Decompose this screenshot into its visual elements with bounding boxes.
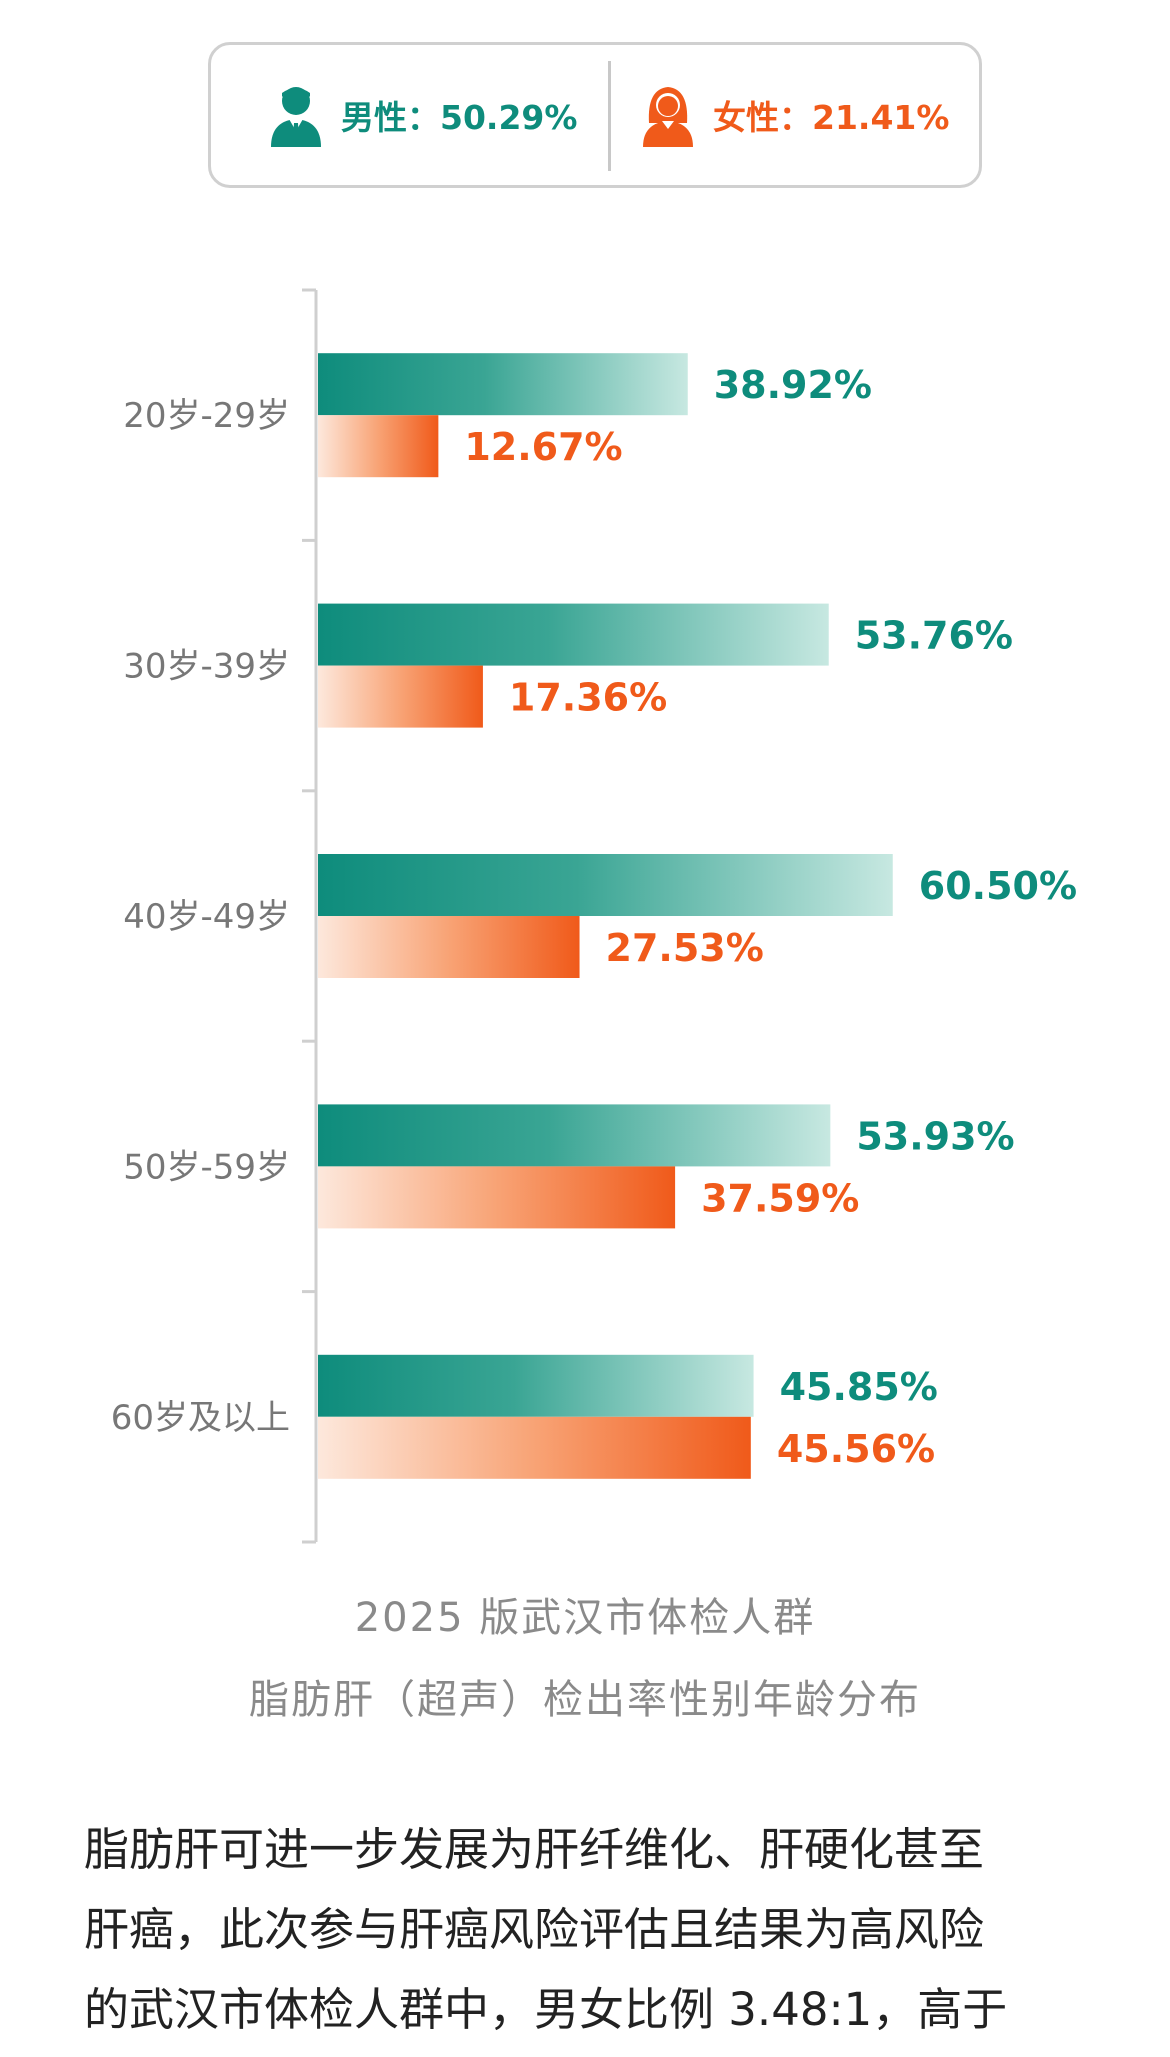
female-value-label: 17.36% (509, 676, 667, 720)
chart-title: 2025 版武汉市体检人群 (354, 1595, 816, 1641)
category-label: 30岁-39岁 (123, 647, 290, 687)
paragraph-line: 的武汉市体检人群中，男女比例 3.48:1，高于 (84, 1983, 1008, 2036)
male-value-label: 60.50% (919, 864, 1077, 908)
legend-box: 男性：50.29% 女性：21.41% (208, 42, 982, 188)
chart-subtitle: 脂肪肝（超声）检出率性别年龄分布 (249, 1677, 921, 1723)
male-value-label: 38.92% (714, 363, 872, 407)
female-value-label: 45.56% (777, 1427, 935, 1471)
legend-female: 女性：21.41% (641, 45, 949, 185)
legend-male-label: 男性：50.29% (341, 98, 578, 137)
female-bar (318, 1416, 751, 1479)
category-label: 40岁-49岁 (123, 897, 290, 937)
male-bar (318, 1104, 831, 1167)
female-bar (318, 916, 580, 978)
female-value-label: 27.53% (606, 926, 764, 970)
male-bar (318, 854, 893, 916)
male-bar (318, 1354, 754, 1417)
male-value-label: 53.76% (855, 614, 1013, 658)
legend-divider (608, 61, 611, 171)
bar-chart: 20岁-29岁 38.92% 12.67% 30岁-39岁 53.76% 17.36% 40… (111, 288, 1077, 1544)
female-bar (318, 665, 483, 728)
category-label: 20岁-29岁 (123, 396, 290, 436)
legend-female-label: 女性：21.41% (713, 98, 950, 137)
paragraph-line: 脂肪肝可进一步发展为肝纤维化、肝硬化甚至 (84, 1823, 985, 1876)
legend-male: 男性：50.29% (269, 45, 577, 185)
female-value-label: 37.59% (701, 1176, 859, 1220)
article-paragraph: 脂肪肝可进一步发展为肝纤维化、肝硬化甚至 肝癌，此次参与肝癌风险评估且结果为高风… (84, 1810, 1094, 2050)
female-bar (318, 1166, 676, 1229)
female-bar (318, 415, 439, 478)
category-label: 60岁及以上 (111, 1398, 290, 1438)
paragraph-line: 肝癌，此次参与肝癌风险评估且结果为高风险 (84, 1903, 985, 1956)
female-value-label: 12.67% (464, 425, 622, 469)
male-value-label: 53.93% (856, 1114, 1014, 1158)
male-bar (318, 353, 688, 416)
male-person-icon (271, 87, 321, 147)
male-value-label: 45.85% (780, 1365, 938, 1409)
female-person-icon (643, 87, 693, 147)
category-label: 50岁-59岁 (123, 1147, 290, 1187)
male-bar (318, 603, 829, 666)
